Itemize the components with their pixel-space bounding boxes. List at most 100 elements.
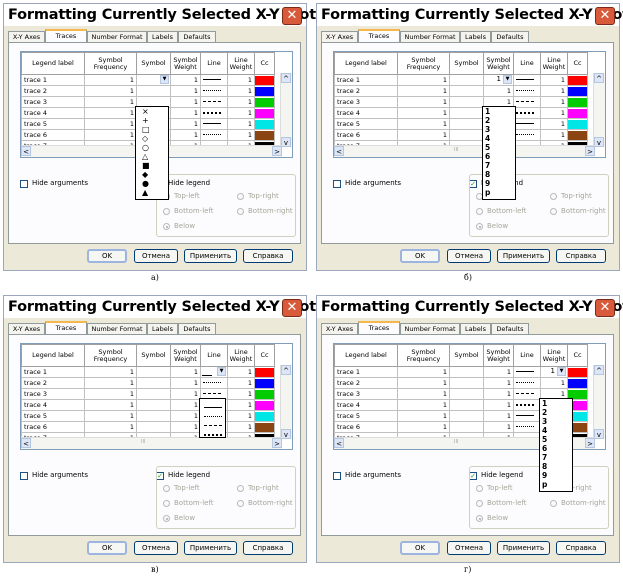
radio-below[interactable] xyxy=(163,515,170,522)
close-button[interactable]: ✕ xyxy=(595,7,615,25)
tab-labels[interactable]: Labels xyxy=(147,323,178,334)
symbol-weight-cell[interactable]: 1 xyxy=(170,74,201,86)
line-cell[interactable] xyxy=(200,118,228,130)
symbol-option-5[interactable]: ○ xyxy=(142,143,149,152)
symbol-weight-cell[interactable]: 1 xyxy=(170,366,201,378)
line-option-solid[interactable] xyxy=(200,399,225,408)
color-cell[interactable] xyxy=(254,377,275,389)
color-cell[interactable] xyxy=(567,96,588,108)
symbol-weight-cell[interactable]: 1 xyxy=(483,410,514,422)
symbol-option-2[interactable]: + xyxy=(142,116,149,125)
legend-label-cell[interactable]: trace 6 xyxy=(21,129,85,141)
symbol-option-4[interactable]: ◇ xyxy=(142,134,149,143)
line-cell[interactable] xyxy=(513,377,541,389)
tab-defaults[interactable]: Defaults xyxy=(491,31,529,42)
weight-option-7[interactable]: 7 xyxy=(485,161,491,170)
color-cell[interactable] xyxy=(254,129,275,141)
tab-defaults[interactable]: Defaults xyxy=(178,323,216,334)
hide-arguments-checkbox[interactable] xyxy=(333,472,341,480)
symbol-cell[interactable] xyxy=(449,107,484,119)
symbol-cell[interactable] xyxy=(449,421,484,433)
line-cell[interactable] xyxy=(513,366,541,378)
scroll-down-button[interactable]: v xyxy=(594,137,604,147)
weight-option-6[interactable]: 6 xyxy=(485,152,491,161)
symbol-cell[interactable] xyxy=(449,129,484,141)
symbol-frequency-cell[interactable]: 1 xyxy=(397,85,450,97)
radio-bottom-right[interactable] xyxy=(237,208,244,215)
radio-bottom-right[interactable] xyxy=(237,500,244,507)
tab-traces[interactable]: Traces xyxy=(358,321,400,334)
help-button[interactable]: Справка xyxy=(243,249,293,263)
tab-x-y-axes[interactable]: X-Y Axes xyxy=(8,323,45,334)
legend-label-cell[interactable]: trace 3 xyxy=(334,388,398,400)
symbol-weight-cell[interactable]: 1 xyxy=(170,118,201,130)
symbol-option-10[interactable]: ▲ xyxy=(142,188,149,197)
radio-below[interactable] xyxy=(476,223,483,230)
vertical-scrollbar[interactable]: ^ v xyxy=(593,365,605,439)
color-cell[interactable] xyxy=(254,399,275,411)
chevron-down-icon[interactable]: ▼ xyxy=(217,367,226,376)
line-weight-cell[interactable]: 1 xyxy=(227,129,255,141)
chevron-down-icon[interactable]: ▼ xyxy=(557,367,566,376)
legend-label-cell[interactable]: trace 1 xyxy=(21,74,85,86)
legend-label-cell[interactable]: trace 1 xyxy=(334,366,398,378)
scroll-right-button[interactable]: > xyxy=(272,146,282,156)
symbol-frequency-cell[interactable]: 1 xyxy=(397,118,450,130)
symbol-cell[interactable] xyxy=(449,96,484,108)
legend-label-cell[interactable]: trace 1 xyxy=(21,366,85,378)
tab-defaults[interactable]: Defaults xyxy=(178,31,216,42)
symbol-frequency-cell[interactable]: 1 xyxy=(84,399,137,411)
line-weight-cell[interactable]: 1 xyxy=(227,421,255,433)
symbol-cell[interactable] xyxy=(136,377,171,389)
scroll-up-button[interactable]: ^ xyxy=(281,365,291,375)
radio-below[interactable] xyxy=(163,223,170,230)
apply-button[interactable]: Применить xyxy=(497,249,550,263)
tab-labels[interactable]: Labels xyxy=(147,31,178,42)
ok-button[interactable]: OK xyxy=(87,249,127,263)
weight-option-7[interactable]: 7 xyxy=(542,453,548,462)
tab-number-format[interactable]: Number Format xyxy=(87,31,147,42)
symbol-weight-cell[interactable]: 1 xyxy=(170,377,201,389)
legend-label-cell[interactable]: trace 6 xyxy=(21,421,85,433)
scroll-up-button[interactable]: ^ xyxy=(594,365,604,375)
line-weight-cell[interactable]: 1 xyxy=(540,96,568,108)
weight-option-9[interactable]: 9 xyxy=(542,471,548,480)
symbol-option-6[interactable]: △ xyxy=(142,152,149,161)
radio-below[interactable] xyxy=(476,515,483,522)
legend-label-cell[interactable]: trace 5 xyxy=(21,410,85,422)
symbol-option-7[interactable]: ■ xyxy=(142,161,150,170)
legend-label-cell[interactable]: trace 1 xyxy=(334,74,398,86)
legend-label-cell[interactable]: trace 3 xyxy=(334,96,398,108)
apply-button[interactable]: Применить xyxy=(497,541,550,555)
color-cell[interactable] xyxy=(254,107,275,119)
line-weight-cell[interactable]: 1 xyxy=(540,85,568,97)
line-cell[interactable] xyxy=(200,96,228,108)
vertical-scrollbar[interactable]: ^ v xyxy=(280,73,292,147)
symbol-frequency-cell[interactable]: 1 xyxy=(84,366,137,378)
vertical-scrollbar[interactable]: ^ v xyxy=(280,365,292,439)
legend-label-cell[interactable]: trace 2 xyxy=(21,85,85,97)
cancel-button[interactable]: Отмена xyxy=(134,249,178,263)
radio-top-left[interactable] xyxy=(163,485,170,492)
scroll-down-button[interactable]: v xyxy=(281,137,291,147)
color-cell[interactable] xyxy=(254,410,275,422)
tab-number-format[interactable]: Number Format xyxy=(400,31,460,42)
scroll-left-button[interactable]: < xyxy=(21,438,31,448)
color-cell[interactable] xyxy=(567,107,588,119)
horizontal-scrollbar[interactable]: < III > xyxy=(334,437,595,449)
weight-option-1[interactable]: 1 xyxy=(542,399,548,408)
weight-option-6[interactable]: 6 xyxy=(542,444,548,453)
line-option-dashed[interactable] xyxy=(200,417,225,426)
weight-option-5[interactable]: 5 xyxy=(485,143,491,152)
legend-label-cell[interactable]: trace 4 xyxy=(21,399,85,411)
symbol-frequency-cell[interactable]: 1 xyxy=(84,107,137,119)
line-cell[interactable] xyxy=(513,129,541,141)
